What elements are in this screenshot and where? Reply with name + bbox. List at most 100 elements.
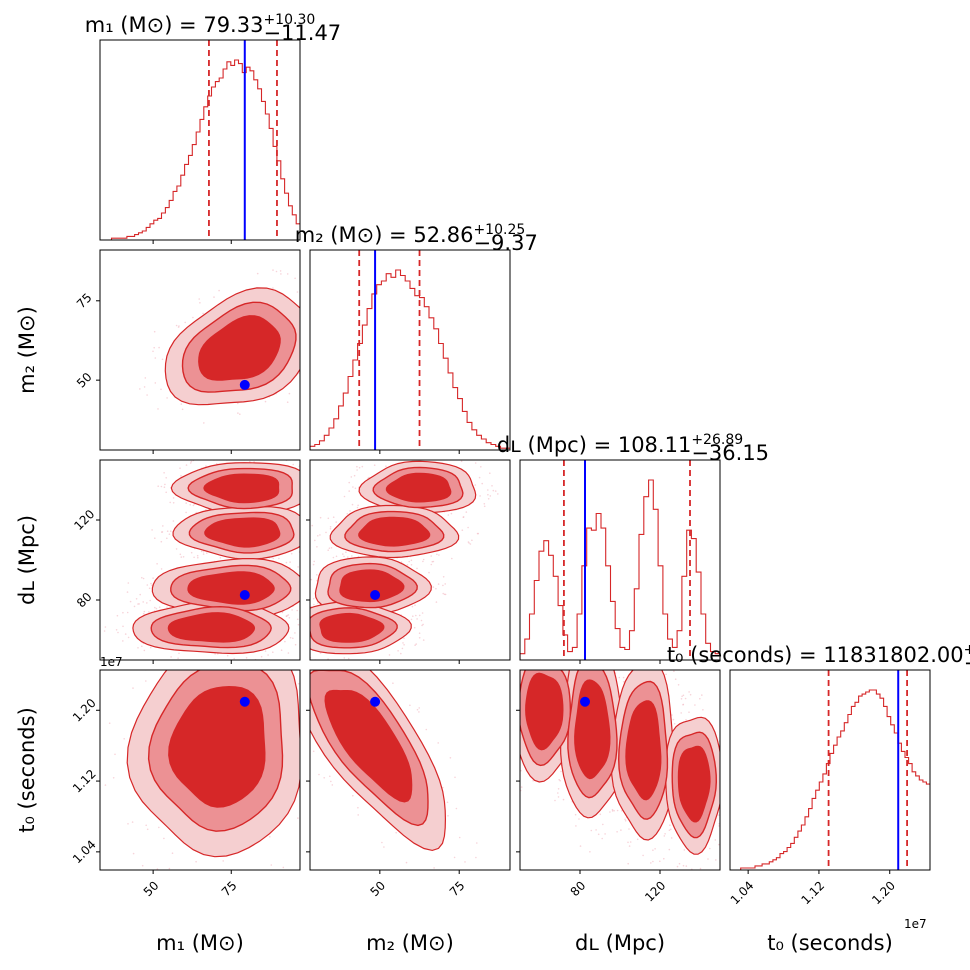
sample-point [270, 653, 272, 655]
sample-point [571, 667, 573, 669]
sample-point [346, 513, 349, 515]
sample-point [307, 626, 309, 628]
panel-frame [729, 669, 931, 871]
y-tick-label: 1.04 [70, 837, 99, 866]
sample-point [204, 662, 206, 664]
sample-point [320, 814, 322, 816]
sample-point [316, 314, 318, 316]
sample-point [312, 531, 314, 533]
sample-point [560, 770, 562, 773]
sample-point [180, 556, 183, 558]
sample-point [478, 476, 481, 479]
panel-frame [309, 669, 511, 871]
y-tick-label: 50 [74, 370, 95, 391]
sample-point [290, 623, 292, 625]
y-tick-label: 75 [74, 290, 95, 311]
sample-point [442, 786, 444, 789]
sample-point [291, 609, 293, 611]
sample-point [574, 813, 577, 816]
y-tick-label: 1.20 [70, 696, 99, 725]
sample-point [233, 657, 235, 660]
sample-point [731, 763, 733, 765]
sample-point [497, 493, 499, 495]
sample-point [410, 453, 412, 455]
sample-point [323, 350, 325, 352]
sample-point [462, 516, 465, 518]
sample-point [151, 529, 153, 531]
sample-point [307, 298, 309, 300]
sample-point [602, 823, 604, 826]
sample-point [116, 614, 119, 617]
sample-point [158, 346, 160, 349]
sample-point [339, 317, 341, 319]
title-lower-error-dL: −36.15 [691, 441, 769, 465]
sample-point [291, 617, 293, 619]
sample-point [588, 657, 590, 659]
sample-point [146, 394, 148, 396]
sample-point [517, 665, 519, 667]
sample-point [206, 552, 208, 554]
sample-point [301, 603, 303, 605]
sample-point [269, 836, 271, 838]
sample-point [139, 388, 141, 390]
sample-point [680, 698, 683, 700]
sample-point [315, 530, 317, 532]
sample-point [688, 691, 690, 693]
sample-point [532, 624, 534, 626]
sample-point [307, 577, 309, 579]
sample-point [237, 402, 239, 405]
sample-point [416, 618, 418, 620]
sample-point [673, 723, 676, 725]
sample-point [663, 835, 666, 837]
sample-point [633, 648, 635, 650]
sample-point [328, 522, 330, 524]
sample-point [131, 821, 134, 823]
sample-point [517, 705, 519, 707]
sample-point [104, 626, 107, 628]
sample-point [515, 724, 517, 726]
sample-point [202, 312, 204, 315]
sample-point [598, 651, 600, 653]
truth-point-dL-m1 [239, 590, 250, 600]
sample-point [141, 576, 143, 579]
sample-point [437, 742, 440, 744]
sample-point [520, 786, 523, 788]
sample-point [518, 632, 520, 634]
sample-point [500, 708, 502, 710]
sample-point [294, 277, 296, 280]
sample-point [325, 531, 327, 534]
sample-point [306, 727, 308, 729]
sample-point [265, 455, 267, 457]
sample-point [323, 804, 325, 806]
sample-point [171, 852, 174, 854]
sample-point [650, 862, 652, 864]
sample-point [275, 658, 277, 660]
sample-point [311, 822, 313, 824]
sample-point [341, 330, 343, 332]
sample-point [557, 788, 560, 790]
sample-point [154, 357, 157, 359]
sample-point [135, 598, 138, 600]
sample-point [605, 628, 607, 630]
sample-point [182, 556, 185, 558]
sample-point [317, 526, 319, 528]
sample-point [203, 422, 205, 424]
sample-point [169, 501, 171, 504]
sample-point [342, 553, 344, 555]
sample-point [392, 682, 394, 684]
x-tick-label: 50 [141, 878, 162, 899]
sample-point [141, 864, 144, 867]
sample-point [396, 456, 398, 458]
sample-point [487, 489, 489, 491]
sample-point [491, 485, 493, 487]
sample-point [560, 664, 562, 666]
sample-point [292, 463, 295, 466]
sample-point [560, 633, 562, 635]
y-axis-label-t0: t₀ (seconds) [15, 707, 39, 833]
sample-point [288, 617, 291, 619]
sample-point [332, 296, 334, 298]
sample-point [114, 753, 116, 756]
sample-point [416, 708, 419, 711]
sample-point [381, 841, 383, 844]
sample-point [422, 560, 424, 563]
